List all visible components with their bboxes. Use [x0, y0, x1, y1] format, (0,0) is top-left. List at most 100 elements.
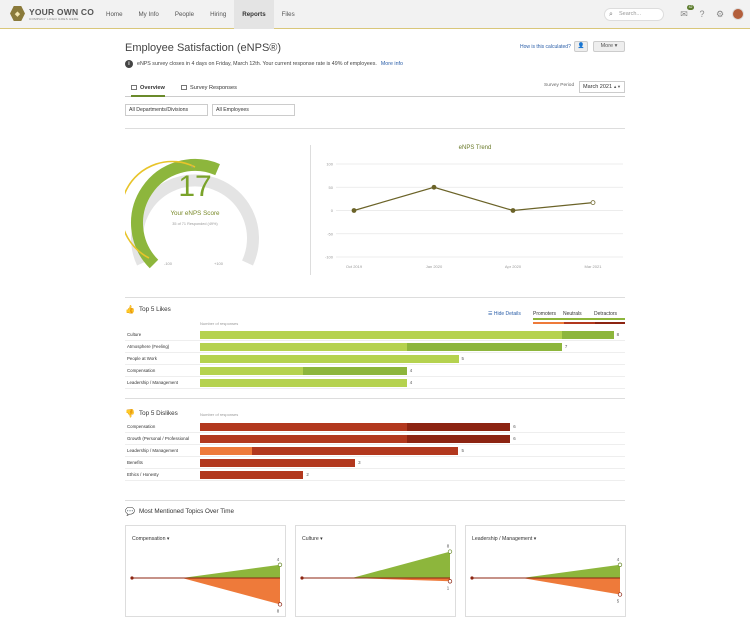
- row-divider: [125, 432, 625, 433]
- gauge-mid-tick: 0: [191, 164, 194, 169]
- topic-select-culture[interactable]: Culture ▾: [302, 536, 323, 542]
- search-icon: ⌕: [609, 11, 613, 18]
- topics-header: 💬 Most Mentioned Topics Over Time: [125, 507, 234, 516]
- detractors-end-point[interactable]: [277, 602, 283, 607]
- trend-ytick: 0: [331, 208, 334, 213]
- trend-point[interactable]: [351, 208, 357, 213]
- bar-segment[interactable]: [251, 447, 459, 455]
- tab-overview-label: Overview: [140, 85, 165, 91]
- bar-segment[interactable]: [200, 459, 356, 467]
- tab-responses-label: Survey Responses: [190, 85, 237, 91]
- chat-icon: 💬: [125, 507, 135, 516]
- bar-value-label: 2: [306, 472, 309, 477]
- bar-row-label: People at Work: [127, 356, 157, 361]
- enps-score: 17: [178, 170, 212, 203]
- bar-segment[interactable]: [561, 331, 614, 339]
- topic-select-compensation[interactable]: Compensation ▾: [132, 536, 170, 542]
- tab-survey-responses[interactable]: Survey Responses: [181, 82, 237, 97]
- promoters-end-value: 4: [277, 557, 280, 562]
- responses-icon: [181, 85, 187, 90]
- promoters-end-point[interactable]: [277, 562, 283, 567]
- survey-notice: i eNPS survey closes in 4 days on Friday…: [125, 60, 403, 68]
- detractors-end-point[interactable]: [447, 579, 453, 584]
- bar-segment[interactable]: [200, 447, 252, 455]
- help-icon[interactable]: ?: [699, 9, 705, 19]
- trend-point[interactable]: [590, 200, 596, 205]
- survey-period-value: March 2021: [583, 84, 613, 90]
- promoters-end-point[interactable]: [447, 549, 453, 554]
- start-point: [130, 576, 134, 580]
- bar-segment[interactable]: [303, 367, 407, 375]
- how-calculated-link[interactable]: How is this calculated?: [520, 44, 571, 50]
- likes-title: Top 5 Likes: [138, 306, 171, 313]
- enps-gauge: [125, 159, 259, 269]
- hide-details-link[interactable]: ☰ Hide Details: [488, 311, 521, 317]
- bar-segment[interactable]: [200, 331, 562, 339]
- vertical-divider: [310, 145, 311, 275]
- detractors-end-value: 5: [617, 599, 620, 604]
- trend-point[interactable]: [510, 208, 516, 213]
- detractors-end-value: 1: [447, 585, 450, 590]
- row-divider: [125, 388, 625, 389]
- survey-period-select[interactable]: March 2021 ▲▼: [579, 81, 625, 93]
- bar-segment[interactable]: [200, 343, 407, 351]
- bar-row-label: Leadership / Management: [127, 448, 179, 453]
- promoters-area: [522, 564, 620, 578]
- nav-reports[interactable]: Reports: [234, 0, 274, 29]
- share-button[interactable]: 👤: [574, 41, 588, 52]
- gauge-fill: [131, 159, 220, 269]
- bar-segment[interactable]: [200, 379, 407, 387]
- trend-line: [353, 186, 594, 212]
- bar-value-label: 5: [461, 356, 464, 361]
- nav-my-info[interactable]: My Info: [138, 11, 159, 18]
- company-logo[interactable]: ◆ YOUR OWN CO COMPANY LOGO GOES HERE: [10, 6, 94, 21]
- bar-segment[interactable]: [200, 367, 304, 375]
- department-filter[interactable]: All Departments/Divisions: [125, 104, 208, 116]
- trend-title: eNPS Trend: [458, 145, 492, 151]
- trend-point[interactable]: [431, 184, 437, 190]
- search-input[interactable]: ⌕ Search...: [604, 8, 664, 21]
- detractors-end-point[interactable]: [617, 592, 623, 597]
- employee-filter[interactable]: All Employees: [212, 104, 295, 116]
- trend-ytick: 100: [326, 162, 333, 167]
- start-point: [470, 576, 474, 580]
- trend-xtick: Apr 2020: [505, 264, 522, 269]
- topic-chart-culture: 81: [300, 544, 453, 590]
- bar-segment[interactable]: [200, 355, 459, 363]
- more-button-label: More: [600, 43, 614, 49]
- topic-label: Leadership / Management: [472, 536, 533, 542]
- bar-value-label: 3: [358, 460, 361, 465]
- tab-overview[interactable]: Overview: [131, 82, 165, 97]
- row-divider: [125, 444, 625, 445]
- inbox-icon[interactable]: ✉ 42: [680, 5, 694, 19]
- detractors-area: [522, 578, 620, 595]
- nav-people[interactable]: People: [174, 11, 195, 18]
- bar-segment[interactable]: [406, 423, 511, 431]
- more-info-link[interactable]: More info: [380, 61, 403, 67]
- divider: [125, 297, 625, 298]
- bar-segment[interactable]: [200, 471, 304, 479]
- logo-tagline: COMPANY LOGO GOES HERE: [29, 16, 79, 21]
- nav-files[interactable]: Files: [281, 11, 295, 18]
- info-icon: i: [125, 60, 133, 68]
- gear-icon[interactable]: ⚙: [715, 8, 725, 19]
- page-title: Employee Satisfaction (eNPS®): [125, 42, 282, 54]
- gauge-max-tick: +100: [214, 261, 224, 266]
- bar-segment[interactable]: [406, 435, 511, 443]
- more-button[interactable]: More ▾: [593, 41, 625, 52]
- row-divider: [125, 352, 625, 353]
- bar-row-label: Ethics / Honesty: [127, 472, 159, 477]
- bar-row-label: Compensation: [127, 368, 156, 373]
- promoters-end-point[interactable]: [617, 562, 623, 567]
- promoters-area: [182, 564, 280, 578]
- logo-name: YOUR OWN CO: [29, 6, 95, 17]
- bar-value-label: 4: [409, 368, 413, 373]
- nav-home[interactable]: Home: [106, 11, 123, 18]
- bar-segment[interactable]: [200, 435, 407, 443]
- bar-value-label: 8: [616, 332, 620, 337]
- nav-hiring[interactable]: Hiring: [210, 11, 227, 18]
- topic-select-leadership[interactable]: Leadership / Management ▾: [472, 536, 537, 542]
- bar-segment[interactable]: [200, 423, 407, 431]
- bar-segment[interactable]: [406, 343, 562, 351]
- avatar[interactable]: [732, 8, 744, 20]
